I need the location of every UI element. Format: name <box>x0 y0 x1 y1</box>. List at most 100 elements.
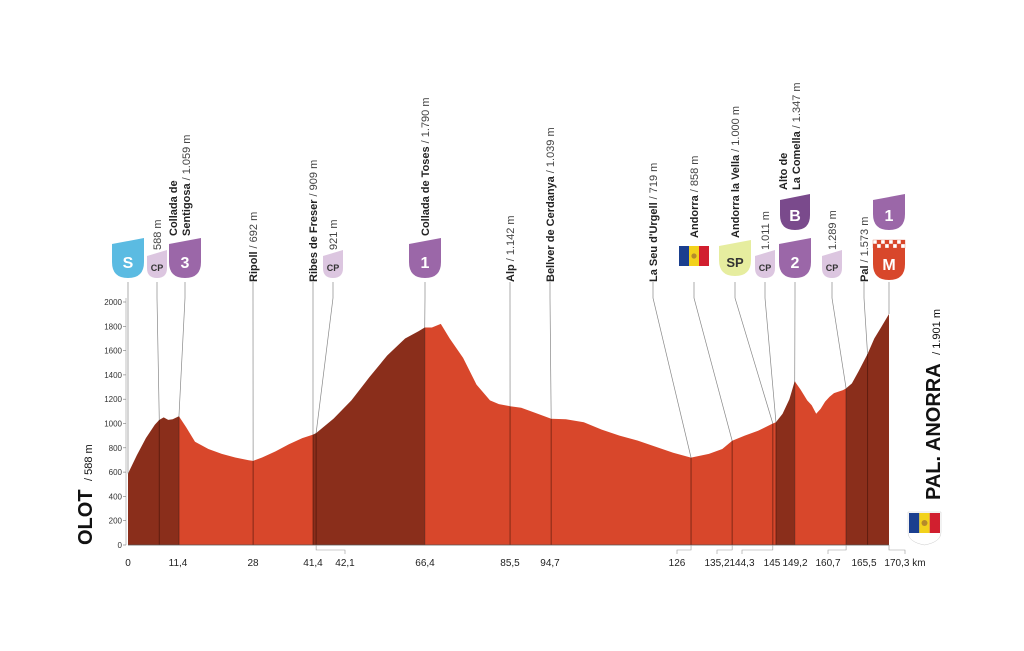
start-badge-text: S <box>123 255 134 272</box>
leader-line <box>178 282 186 417</box>
kom-badge-icon <box>779 244 811 278</box>
x-tick-label: 85,5 <box>500 558 520 569</box>
waypoint-label: La Seu d'Urgell / 719 m <box>648 163 660 282</box>
badge-kom: 3 <box>169 238 201 278</box>
bonus-badge-icon <box>780 200 810 230</box>
x-axis: 0 11,4 28 41,4 42,1 66,4 85,5 94,7 126 135,2 144,3… <box>125 544 926 569</box>
elevation-section-1 <box>178 416 313 545</box>
y-tick-label: 600 <box>109 468 123 477</box>
waypoint-name: Pal <box>859 265 871 282</box>
waypoint-elevation: / 858 m <box>689 156 701 193</box>
x-tick-label: 144,3 <box>729 558 754 569</box>
x-tick-label: 41,4 <box>303 558 323 569</box>
waypoint-label: 921 m <box>328 219 340 250</box>
waypoint-elevation: / 1.142 m <box>505 215 517 261</box>
waypoint-name: Andorra <box>689 194 701 238</box>
waypoint-label: Alto deLa Comella / 1.347 m <box>778 82 803 190</box>
waypoint-name: Andorra la Vella <box>730 154 742 238</box>
y-tick-label: 1400 <box>104 371 122 380</box>
waypoint-label: Andorra/ 858 m <box>689 156 701 238</box>
x-tick-label: 42,1 <box>335 558 355 569</box>
waypoint-elevation: 1.011 m <box>760 211 772 250</box>
badge-cp: CP <box>755 250 775 278</box>
waypoint-name: Ribes de Freser <box>308 199 320 282</box>
waypoint-label: 1.289 m <box>827 210 839 250</box>
badge-finish: M1 <box>872 194 906 280</box>
finish-text: M <box>882 257 895 274</box>
x-tick-label: 28 <box>247 558 259 569</box>
waypoint-elevation: / 692 m <box>248 212 260 249</box>
leader-line <box>831 282 847 389</box>
waypoint-elevation: / 909 m <box>308 160 320 197</box>
y-tick-label: 2000 <box>104 298 122 307</box>
elevation-section-0 <box>128 416 179 545</box>
badge-cp: CP <box>147 250 167 278</box>
x-tick-label: 135,2 <box>704 558 729 569</box>
checkpoint-badge-icon <box>822 256 842 278</box>
waypoint-label: Ripoll / 692 m <box>248 212 260 282</box>
waypoint-label: 588 m <box>152 219 164 250</box>
waypoint-label: 1.011 m <box>760 211 772 250</box>
y-tick-label: 1200 <box>104 395 122 404</box>
waypoint-labels: 588 m Collada deSentigosa / 1.059 m Ripoll /… <box>152 82 871 282</box>
bonus-text: B <box>789 208 801 225</box>
y-tick-label: 1800 <box>104 322 122 331</box>
checkpoint-text: CP <box>327 263 340 273</box>
start-label: OLOT / 588 m <box>75 444 97 545</box>
x-tick-label: 94,7 <box>540 558 560 569</box>
checkpoint-text: CP <box>759 263 772 273</box>
waypoint-name: Ripoll <box>248 251 260 282</box>
waypoint-label: Alp / 1.142 m <box>505 215 517 282</box>
x-tick-connector <box>716 545 733 554</box>
andorra-finish-flag-icon <box>907 511 942 546</box>
kom-category-text: 3 <box>181 255 190 272</box>
waypoint-name: Alp <box>505 264 517 282</box>
waypoint-name: La Comella <box>791 130 803 190</box>
elevation-section-5 <box>794 381 847 545</box>
waypoint-elevation: / 1.039 m <box>545 127 557 173</box>
y-tick-label: 1000 <box>104 420 122 429</box>
badge-kom: 2B <box>779 194 811 278</box>
kom-category-text: 1 <box>421 255 430 272</box>
waypoint-label: Ribes de Freser / 909 m <box>308 160 320 282</box>
leader-line <box>764 282 777 423</box>
x-tick-label: 145 <box>764 558 781 569</box>
x-tick-connector <box>741 545 774 554</box>
y-axis: 0 200 400 600 800 1000 1200 1400 1600 1800 2000 <box>104 298 127 550</box>
badge-cp: CP <box>822 250 842 278</box>
leader-line <box>734 282 774 424</box>
checkpoint-badge-icon <box>323 256 343 278</box>
waypoint-elevation: / 1.347 m <box>791 82 803 128</box>
x-tick-label: 149,2 <box>782 558 807 569</box>
y-tick-label: 0 <box>118 541 123 550</box>
y-tick-label: 1600 <box>104 347 122 356</box>
label-leaders <box>127 282 890 474</box>
leader-line <box>693 282 733 441</box>
start-badge-icon <box>112 244 144 278</box>
x-tick-label: 0 <box>125 558 131 569</box>
leader-line <box>863 282 868 354</box>
x-tick-label: 66,4 <box>415 558 435 569</box>
checkpoint-badge-icon <box>147 256 167 278</box>
waypoint-elevation: 588 m <box>152 219 164 250</box>
checkpoint-text: CP <box>826 263 839 273</box>
checkpoint-badge-icon <box>755 256 775 278</box>
x-tick-connector <box>888 545 906 554</box>
kom-category-text: 2 <box>791 255 800 272</box>
elevation-area <box>128 314 889 545</box>
finish-badge-icon <box>873 248 905 280</box>
kom-badge-icon <box>409 244 441 278</box>
andorra-flag-icon <box>679 246 709 276</box>
kom-badge-icon <box>169 244 201 278</box>
elevation-section-3 <box>424 323 776 545</box>
x-tick-connector <box>676 545 692 554</box>
start-badge: S <box>112 238 144 278</box>
waypoint-elevation: 921 m <box>328 219 340 250</box>
x-tick-label: 126 <box>669 558 686 569</box>
x-tick-label: 11,4 <box>169 558 188 569</box>
waypoint-label: Andorra la Vella / 1.000 m <box>730 106 742 238</box>
waypoint-name: La Seu d'Urgell <box>648 202 660 282</box>
checkpoint-text: CP <box>151 263 164 273</box>
leader-line <box>315 282 334 434</box>
